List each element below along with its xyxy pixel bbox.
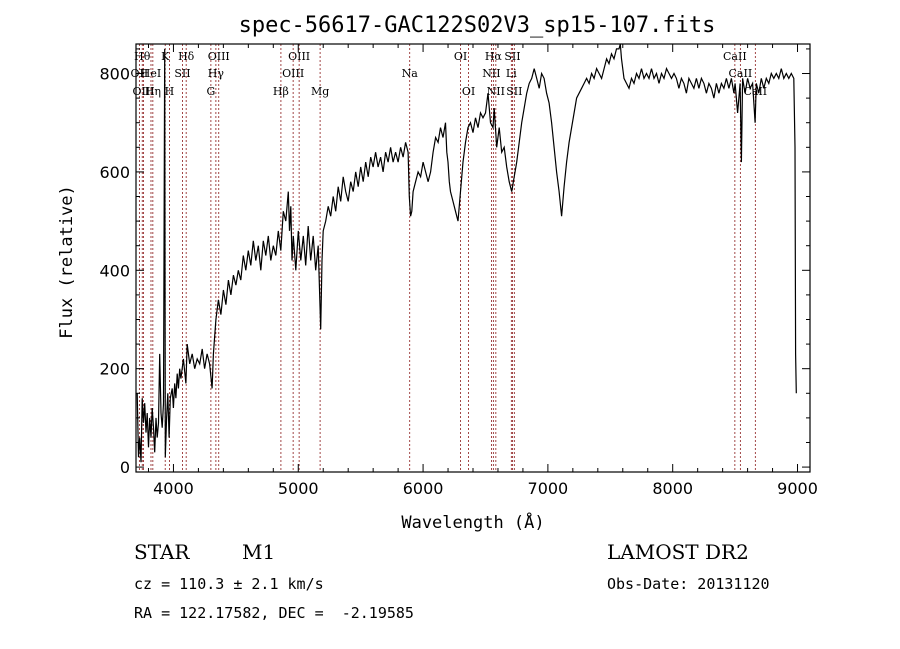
y-tick-label: 800 — [99, 65, 130, 84]
x-tick-label: 6000 — [403, 479, 444, 498]
spectral-line-label: Na — [402, 67, 419, 80]
spectral-line-label: OIII — [132, 85, 154, 98]
survey-name: LAMOST DR2 — [607, 540, 749, 564]
spectral-line-label: Hδ — [178, 50, 195, 63]
spectral-line-label: HeI — [141, 67, 161, 80]
spectrum-series-line — [136, 43, 797, 463]
spectral-line-label: Hβ — [273, 85, 289, 98]
x-axis-label: Wavelength (Å) — [401, 511, 544, 533]
chart-title: spec-56617-GAC122S02V3_sp15-107.fits — [239, 13, 716, 38]
y-tick-label: 400 — [99, 261, 130, 280]
spectral-line-label: OI — [462, 85, 475, 98]
spectral-line-label: SII — [174, 67, 190, 80]
spectral-line-label: K — [161, 50, 170, 63]
y-tick-label: 200 — [99, 360, 130, 379]
spectral-line-label: SII — [506, 85, 522, 98]
spectral-line-label: OIII — [282, 67, 304, 80]
redshift-readout: cz = 110.3 ± 2.1 km/s — [134, 575, 324, 593]
spectral-line-label: NII — [482, 67, 500, 80]
spectral-line-label: Mg — [311, 85, 329, 98]
spectral-line-label: CaII — [743, 85, 767, 98]
x-tick-label: 4000 — [153, 479, 194, 498]
y-tick-label: 600 — [99, 163, 130, 182]
spectral-line-labels: HθOIIOIIIHeIHηKHSIIHδGHγOIIIHβOIIIOIIIMg… — [131, 50, 768, 98]
x-tick-label: 9000 — [777, 479, 818, 498]
spectral-line-label: Hγ — [208, 67, 225, 80]
plot-frame — [135, 43, 811, 473]
spectral-line-label: H — [165, 85, 175, 98]
spectral-line-label: OI — [454, 50, 467, 63]
y-axis-label: Flux (relative) — [57, 185, 77, 339]
y-tick-label: 0 — [120, 458, 130, 477]
spectral-line-label: G — [206, 85, 215, 98]
spectral-line-label: Hθ — [134, 50, 151, 63]
spectral-line-label: CaII — [723, 50, 747, 63]
spectral-line-label: Hα — [485, 50, 503, 63]
spectral-line-label: NII — [487, 85, 505, 98]
spectral-line-label: OIII — [288, 50, 310, 63]
x-tick-label: 7000 — [528, 479, 569, 498]
obs-date-readout: Obs-Date: 20131120 — [607, 575, 770, 593]
coordinates-readout: RA = 122.17582, DEC = -2.19585 — [134, 604, 414, 622]
spectral-line-markers — [138, 44, 756, 472]
spectral-line-label: OIII — [208, 50, 230, 63]
x-axis-ticks: 4000 5000 6000 7000 8000 9000 — [147, 44, 818, 498]
spectral-line-label: CaII — [729, 67, 753, 80]
x-tick-label: 8000 — [652, 479, 693, 498]
spectral-line-label: SII — [504, 50, 520, 63]
x-tick-label: 5000 — [278, 479, 319, 498]
object-subclass: M1 — [242, 540, 276, 564]
spectral-line-label: Hη — [145, 85, 161, 98]
object-class: STAR — [134, 540, 190, 564]
y-axis-ticks: 0 200 400 600 800 — [99, 48, 810, 477]
spectral-line-label: Li — [506, 67, 517, 80]
